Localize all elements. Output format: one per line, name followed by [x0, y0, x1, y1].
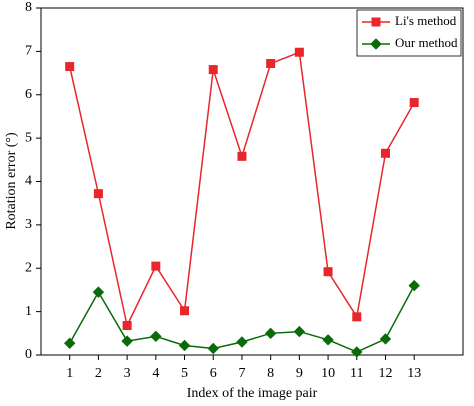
y-tick-label: 0 — [25, 347, 32, 362]
y-axis-label: Rotation error (°) — [4, 132, 19, 230]
marker — [207, 342, 219, 355]
y-tick-label: 1 — [25, 304, 32, 319]
marker — [322, 334, 334, 346]
marker — [379, 333, 392, 345]
marker — [237, 151, 247, 161]
marker — [65, 62, 75, 72]
marker — [266, 59, 276, 69]
y-tick-label: 8 — [25, 0, 32, 15]
x-tick-label: 10 — [321, 366, 335, 381]
marker — [352, 312, 362, 322]
x-tick-label: 8 — [267, 366, 274, 381]
marker — [122, 321, 132, 331]
legend-label: Li's method — [395, 13, 457, 28]
marker — [264, 327, 277, 340]
marker — [93, 189, 103, 199]
marker — [208, 65, 218, 75]
marker — [293, 325, 306, 338]
series-line — [68, 51, 415, 328]
y-tick-label: 3 — [25, 217, 32, 232]
x-tick-label: 3 — [124, 366, 131, 381]
marker — [180, 306, 190, 316]
y-tick-label: 4 — [25, 174, 32, 189]
y-tick-label: 7 — [25, 44, 32, 59]
marker — [151, 261, 161, 271]
marker — [380, 148, 390, 158]
marker — [236, 336, 248, 348]
x-tick-label: 4 — [152, 366, 159, 381]
legend-label: Our method — [395, 35, 458, 50]
marker — [64, 337, 76, 349]
y-tick-label: 6 — [25, 87, 32, 102]
x-tick-label: 11 — [350, 366, 363, 381]
marker — [409, 98, 419, 108]
marker — [92, 286, 105, 298]
y-tick-label: 2 — [25, 260, 32, 275]
marker — [150, 330, 162, 343]
x-axis-label: Index of the image pair — [187, 386, 318, 401]
marker — [178, 339, 191, 352]
marker — [351, 346, 363, 358]
x-tick-label: 6 — [210, 366, 217, 381]
x-tick-label: 5 — [181, 366, 188, 381]
y-tick-label: 5 — [25, 130, 32, 145]
x-tick-label: 12 — [378, 366, 392, 381]
marker — [294, 47, 304, 57]
marker — [371, 17, 381, 27]
x-tick-label: 2 — [95, 366, 102, 381]
x-tick-label: 13 — [407, 366, 421, 381]
x-tick-label: 7 — [238, 366, 245, 381]
x-tick-label: 1 — [66, 366, 73, 381]
marker — [323, 267, 333, 277]
x-tick-label: 9 — [296, 366, 303, 381]
marker — [121, 335, 133, 347]
marker — [370, 38, 382, 50]
marker — [408, 279, 420, 292]
